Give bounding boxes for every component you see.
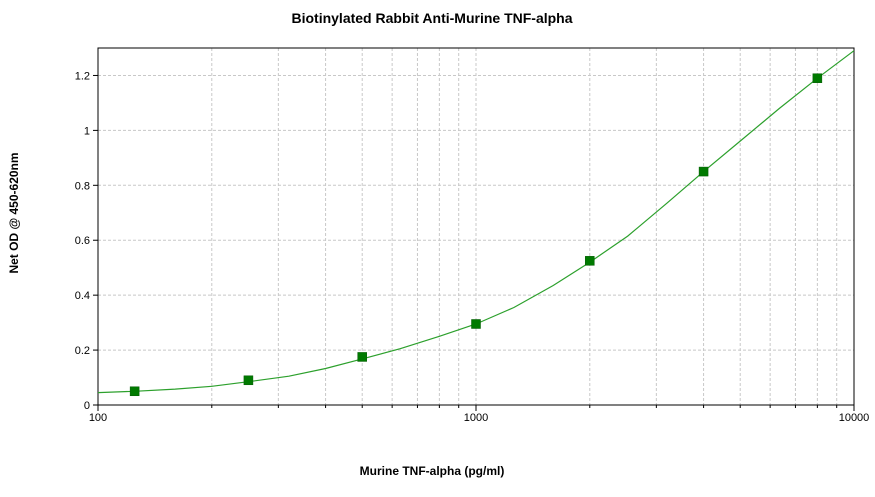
plot-area [97, 47, 855, 406]
y-tick-label: 1.2 [75, 70, 90, 82]
data-point [698, 166, 709, 177]
axis-ticks: 100 1000 10000 0 0.2 0.4 0.6 0.8 1 1.2 [75, 70, 870, 424]
y-tick-label: 0.6 [75, 235, 90, 247]
y-axis-title: Net OD @ 450-620nm [7, 152, 21, 273]
x-axis-title: Murine TNF-alpha (pg/ml) [360, 464, 505, 478]
data-point [585, 256, 595, 266]
y-tick-label: 1 [84, 125, 90, 137]
data-point [812, 73, 823, 83]
y-tick-label: 0.2 [75, 345, 90, 357]
x-tick-label: 100 [89, 412, 107, 424]
grid [98, 48, 854, 405]
data-point [357, 352, 367, 362]
chart-title: Biotinylated Rabbit Anti-Murine TNF-alph… [291, 10, 572, 26]
y-tick-label: 0.8 [75, 180, 90, 192]
x-tick-label: 10000 [839, 412, 870, 424]
y-tick-label: 0 [84, 400, 90, 412]
x-tick-label: 1000 [464, 412, 488, 424]
y-tick-label: 0.4 [75, 290, 90, 302]
data-point [129, 386, 140, 397]
data-point [471, 319, 481, 329]
data-points [129, 73, 823, 397]
data-point [243, 375, 254, 386]
